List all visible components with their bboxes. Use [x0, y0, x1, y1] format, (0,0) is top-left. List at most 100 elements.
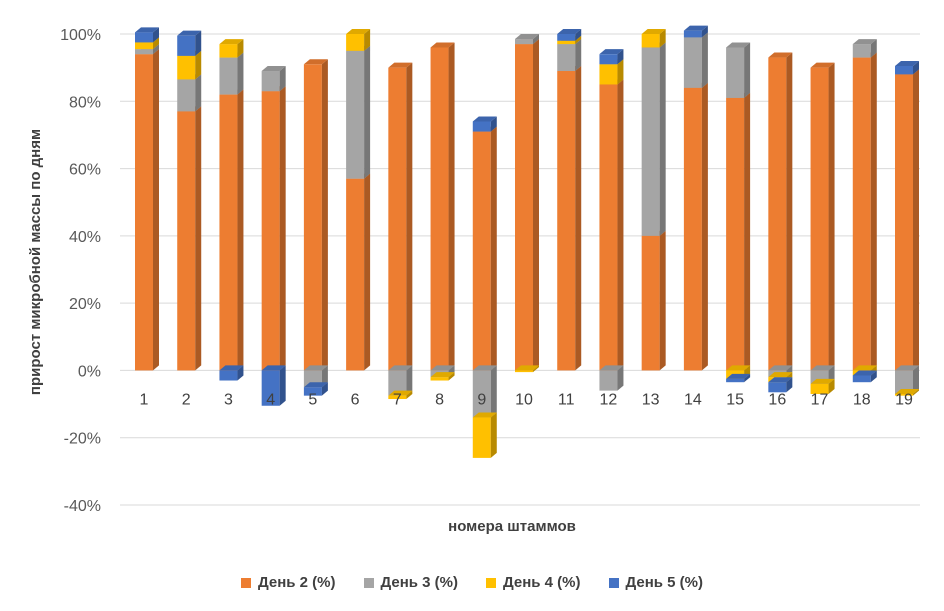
bar-segment	[683, 25, 708, 38]
bar-segment	[515, 39, 539, 371]
bar-segment	[346, 29, 371, 51]
bar-segment	[641, 42, 666, 236]
legend-label: День 5 (%)	[625, 574, 704, 591]
bar-top	[810, 62, 835, 68]
bar-front	[599, 64, 618, 85]
bar-top	[303, 365, 328, 371]
bar-top	[515, 365, 539, 371]
bar-side	[617, 79, 624, 371]
stacked-bar-chart: -40%-20%0%20%40%60%80%100% 1 2 3 4 5 6 7 8 9 10 11…	[27, 25, 920, 535]
bar-front	[388, 67, 407, 371]
bar-segment	[726, 92, 751, 371]
bar-front	[599, 54, 618, 65]
bar-segment	[472, 412, 497, 458]
bar-top	[852, 370, 877, 376]
bar-side	[659, 42, 666, 236]
bar-side	[913, 60, 919, 75]
bar-segment	[135, 27, 159, 43]
bar-segment	[768, 377, 793, 393]
bar-top	[768, 52, 793, 58]
bar-side	[321, 382, 328, 396]
bar-front	[683, 87, 702, 371]
bar-segment	[641, 29, 666, 48]
bar-front	[177, 35, 196, 56]
bar-side	[153, 37, 159, 50]
bar-top	[430, 365, 455, 371]
bar-front	[303, 387, 322, 396]
bars	[135, 25, 919, 458]
bar-side	[153, 44, 159, 55]
x-tick-label: 16	[768, 391, 786, 408]
bar-side	[828, 62, 835, 371]
x-tick-label: 4	[266, 391, 275, 408]
bar-front	[135, 32, 153, 43]
bar-front	[768, 382, 787, 393]
bar-side	[659, 230, 666, 371]
bar-top	[683, 25, 708, 31]
bar-front	[641, 34, 660, 48]
y-tick-label: 100%	[60, 27, 101, 44]
y-tick-label: 80%	[69, 94, 101, 111]
bar-segment	[683, 32, 708, 88]
bar-front	[219, 94, 238, 371]
bar-front	[303, 64, 322, 371]
bar-top	[726, 365, 751, 371]
bar-side	[195, 106, 202, 371]
bar-side	[744, 42, 751, 98]
bar-top	[472, 412, 497, 418]
bar-segment	[726, 373, 751, 383]
bar-side	[237, 365, 244, 381]
bar-front	[641, 47, 660, 236]
bar-side	[237, 39, 244, 58]
bar-front	[346, 34, 365, 51]
bar-segment	[852, 370, 877, 383]
bar-front	[219, 57, 238, 95]
x-tick-label: 5	[308, 391, 317, 408]
legend-item-day5: День 5 (%)	[608, 574, 704, 591]
bar-segment	[177, 30, 202, 56]
legend-item-day3: День 3 (%)	[363, 574, 458, 591]
bar-side	[828, 378, 835, 394]
bar-segment	[472, 126, 497, 371]
bar-top	[219, 365, 244, 371]
legend-item-day4: День 4 (%)	[486, 574, 581, 591]
bar-side	[279, 66, 286, 92]
bar-front	[852, 375, 871, 383]
bar-front	[135, 54, 153, 371]
bar-segment	[177, 106, 202, 371]
bar-side	[701, 82, 708, 371]
bar-top	[135, 27, 159, 33]
bar-side	[448, 372, 455, 381]
bar-front	[683, 37, 702, 88]
x-tick-label: 10	[515, 391, 533, 408]
bar-segment	[219, 365, 244, 381]
y-tick-label: 20%	[69, 296, 101, 313]
bar-front	[683, 30, 702, 38]
bar-top	[810, 365, 835, 371]
bar-front	[768, 57, 787, 371]
y-tick-label: -20%	[64, 431, 101, 448]
bar-side	[701, 25, 708, 38]
bar-front	[557, 44, 576, 72]
x-tick-label: 19	[895, 391, 913, 408]
bar-side	[237, 52, 244, 95]
legend: День 2 (%) День 3 (%) День 4 (%) День 5 …	[0, 574, 944, 591]
bar-segment	[599, 365, 624, 391]
bar-side	[321, 59, 328, 371]
bar-side	[533, 39, 539, 371]
bar-front	[346, 50, 365, 179]
bar-front	[810, 67, 829, 371]
bar-top	[599, 365, 624, 371]
bar-side	[364, 173, 371, 371]
bar-side	[321, 365, 328, 388]
x-axis-title: номера штаммов	[448, 518, 576, 535]
bar-top	[261, 365, 286, 371]
bar-segment	[852, 39, 877, 58]
bar-top	[346, 29, 371, 34]
bar-segment	[599, 79, 624, 371]
legend-swatch	[486, 577, 496, 588]
bar-side	[237, 89, 244, 371]
legend-swatch	[363, 577, 374, 588]
bar-segment	[346, 45, 371, 179]
bar-front	[852, 57, 871, 371]
